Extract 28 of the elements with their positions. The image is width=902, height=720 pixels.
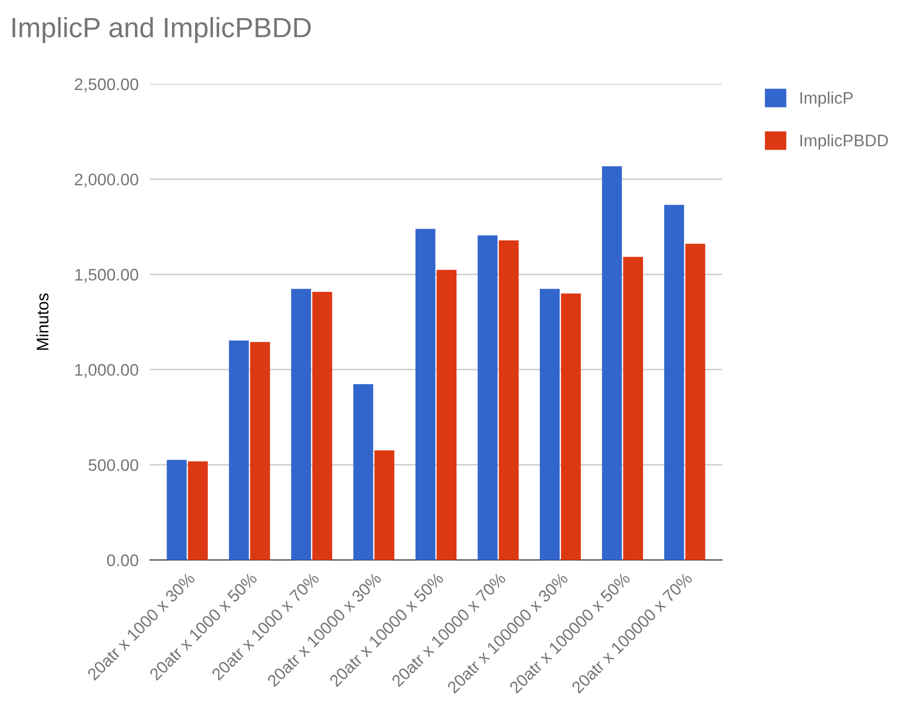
bar	[685, 244, 706, 560]
bar	[540, 288, 560, 560]
bar	[478, 235, 498, 560]
chart-title: ImplicP and ImplicPBDD	[12, 17, 311, 43]
y-tick-label: 1,500.00	[75, 268, 138, 283]
bar	[415, 228, 436, 560]
bar	[602, 166, 622, 560]
y-tick-label: 500.00	[88, 459, 138, 472]
bar	[353, 384, 374, 560]
legend-label: ImplicP	[800, 92, 853, 108]
y-tick-label: 2,500.00	[74, 78, 138, 92]
bar	[374, 450, 394, 560]
y-tick-label: 0.00	[107, 554, 138, 566]
bar	[250, 342, 270, 560]
legend-label: ImplicPBDD	[800, 134, 888, 150]
bar	[166, 460, 187, 560]
bar	[498, 240, 519, 560]
bar	[664, 204, 684, 560]
bar	[228, 340, 249, 560]
bar	[560, 293, 581, 560]
bar	[623, 256, 644, 560]
y-tick-label: 1,000.00	[75, 364, 138, 378]
bar	[312, 292, 332, 560]
bar	[436, 270, 457, 560]
bar	[188, 461, 208, 560]
y-tick-label: 2,000.00	[74, 174, 138, 188]
y-axis-title: Minutos	[36, 293, 49, 350]
bar	[291, 288, 312, 560]
